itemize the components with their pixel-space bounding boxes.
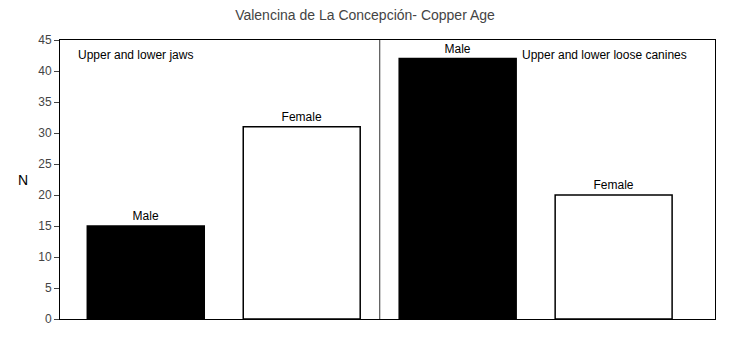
svg-text:5: 5 [45,281,52,295]
svg-text:N: N [18,172,28,188]
svg-text:0: 0 [45,312,52,326]
svg-text:Female: Female [282,110,322,124]
svg-text:45: 45 [38,33,52,47]
svg-text:Valencina de La Concepción- Co: Valencina de La Concepción- Copper Age [235,7,495,23]
svg-text:35: 35 [38,95,52,109]
svg-text:Female: Female [593,178,633,192]
svg-text:Male: Male [445,42,471,56]
svg-text:15: 15 [38,219,52,233]
svg-text:25: 25 [38,157,52,171]
svg-text:Male: Male [133,209,159,223]
svg-text:10: 10 [38,250,52,264]
svg-text:30: 30 [38,126,52,140]
svg-text:Upper and lower loose canines: Upper and lower loose canines [522,48,687,62]
svg-text:40: 40 [38,64,52,78]
svg-text:20: 20 [38,188,52,202]
svg-text:Upper and lower jaws: Upper and lower jaws [78,48,193,62]
